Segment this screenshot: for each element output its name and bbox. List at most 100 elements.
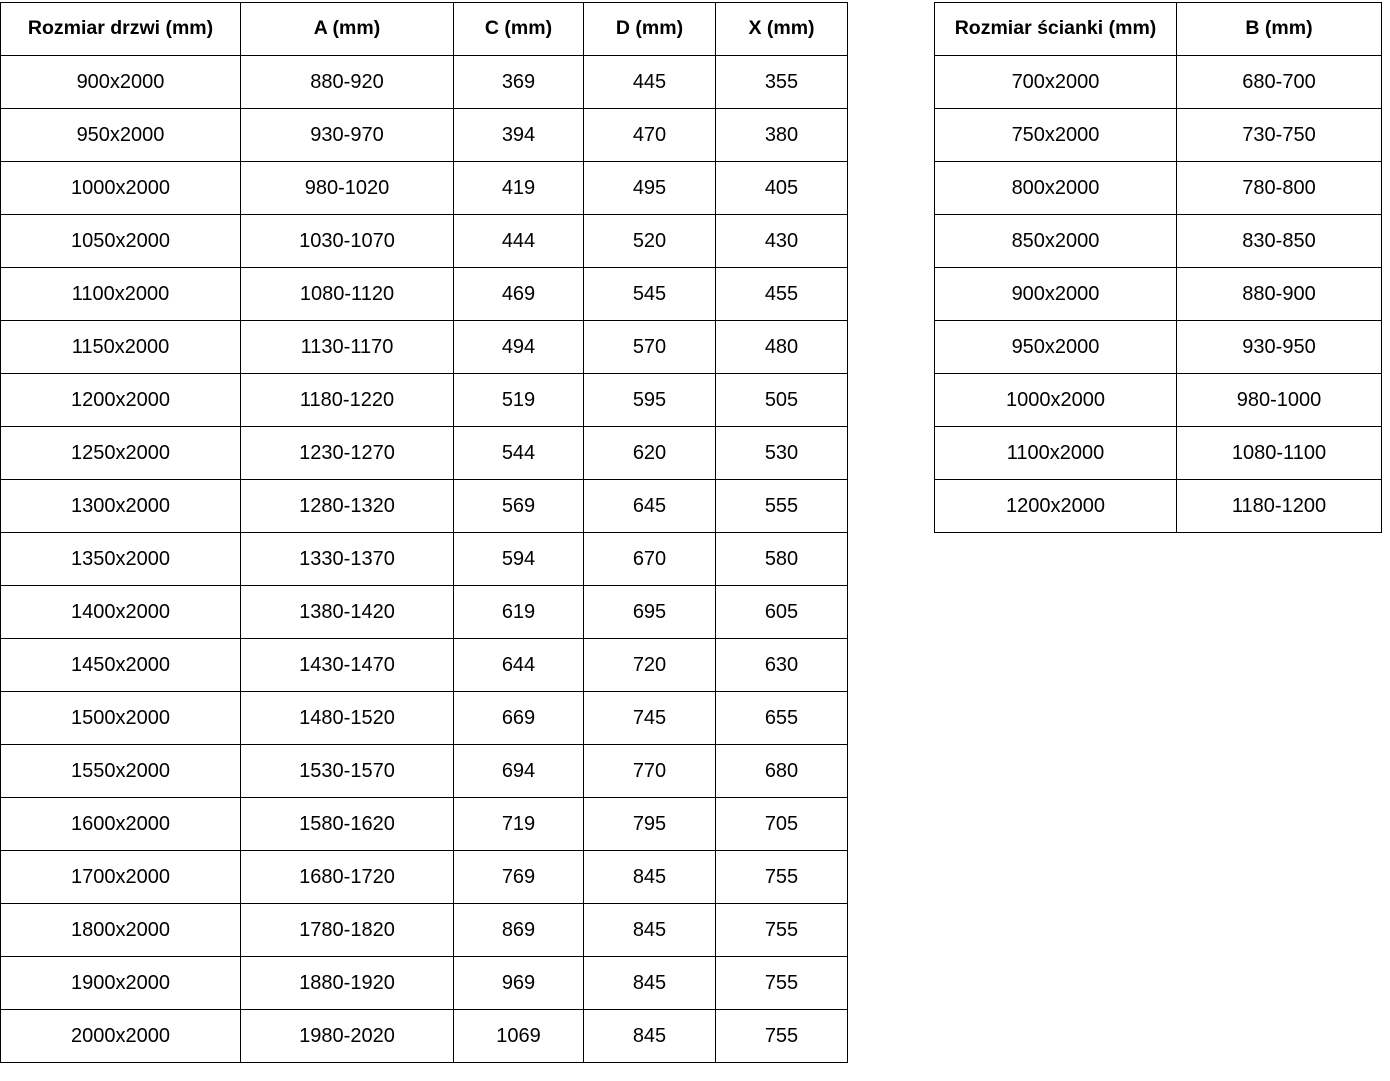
wall-table-body: 700x2000 680-700 750x2000 730-750 800x2000 78…: [934, 55, 1382, 533]
cell-door-size: 1250x2000: [0, 426, 241, 480]
cell-a: 1680-1720: [240, 850, 454, 904]
cell-x: 630: [715, 638, 848, 692]
cell-x: 755: [715, 1009, 848, 1063]
cell-x: 605: [715, 585, 848, 639]
table-row: 850x2000 830-850: [934, 214, 1382, 268]
cell-d: 545: [583, 267, 716, 321]
table-row: 1100x2000 1080-1120 469 545 455: [0, 267, 848, 321]
table-row: 1100x2000 1080-1100: [934, 426, 1382, 480]
cell-c: 719: [453, 797, 584, 851]
cell-a: 1280-1320: [240, 479, 454, 533]
cell-door-size: 1050x2000: [0, 214, 241, 268]
wall-table-header: Rozmiar ścianki (mm) B (mm): [934, 2, 1382, 56]
column-header-b: B (mm): [1176, 2, 1382, 56]
doors-table-header: Rozmiar drzwi (mm) A (mm) C (mm) D (mm) …: [0, 2, 848, 56]
cell-d: 845: [583, 956, 716, 1010]
cell-d: 695: [583, 585, 716, 639]
cell-d: 645: [583, 479, 716, 533]
cell-c: 394: [453, 108, 584, 162]
cell-a: 930-970: [240, 108, 454, 162]
cell-wall-size: 750x2000: [934, 108, 1177, 162]
cell-c: 694: [453, 744, 584, 798]
cell-c: 419: [453, 161, 584, 215]
table-row: 1000x2000 980-1000: [934, 373, 1382, 427]
table-row: 1300x2000 1280-1320 569 645 555: [0, 479, 848, 533]
cell-a: 1330-1370: [240, 532, 454, 586]
cell-x: 755: [715, 850, 848, 904]
cell-d: 770: [583, 744, 716, 798]
table-row: 1050x2000 1030-1070 444 520 430: [0, 214, 848, 268]
cell-door-size: 1500x2000: [0, 691, 241, 745]
cell-a: 1430-1470: [240, 638, 454, 692]
table-header-row: Rozmiar drzwi (mm) A (mm) C (mm) D (mm) …: [0, 2, 848, 56]
cell-wall-size: 1100x2000: [934, 426, 1177, 480]
cell-c: 444: [453, 214, 584, 268]
cell-x: 655: [715, 691, 848, 745]
table-row: 750x2000 730-750: [934, 108, 1382, 162]
cell-d: 745: [583, 691, 716, 745]
cell-c: 469: [453, 267, 584, 321]
cell-a: 1130-1170: [240, 320, 454, 374]
cell-door-size: 1600x2000: [0, 797, 241, 851]
column-header-wall-size: Rozmiar ścianki (mm): [934, 2, 1177, 56]
cell-door-size: 1400x2000: [0, 585, 241, 639]
cell-a: 880-920: [240, 55, 454, 109]
cell-c: 494: [453, 320, 584, 374]
cell-a: 1880-1920: [240, 956, 454, 1010]
cell-c: 644: [453, 638, 584, 692]
cell-x: 430: [715, 214, 848, 268]
cell-x: 530: [715, 426, 848, 480]
cell-wall-size: 900x2000: [934, 267, 1177, 321]
cell-b: 780-800: [1176, 161, 1382, 215]
table-row: 1200x2000 1180-1200: [934, 479, 1382, 533]
cell-door-size: 1800x2000: [0, 903, 241, 957]
cell-door-size: 1900x2000: [0, 956, 241, 1010]
cell-c: 1069: [453, 1009, 584, 1063]
cell-wall-size: 800x2000: [934, 161, 1177, 215]
cell-a: 1230-1270: [240, 426, 454, 480]
cell-door-size: 1700x2000: [0, 850, 241, 904]
cell-a: 1530-1570: [240, 744, 454, 798]
table-row: 1500x2000 1480-1520 669 745 655: [0, 691, 848, 745]
cell-c: 869: [453, 903, 584, 957]
table-row: 1600x2000 1580-1620 719 795 705: [0, 797, 848, 851]
table-row: 1150x2000 1130-1170 494 570 480: [0, 320, 848, 374]
cell-d: 595: [583, 373, 716, 427]
cell-d: 670: [583, 532, 716, 586]
cell-d: 520: [583, 214, 716, 268]
cell-x: 455: [715, 267, 848, 321]
table-row: 800x2000 780-800: [934, 161, 1382, 215]
cell-b: 930-950: [1176, 320, 1382, 374]
cell-b: 680-700: [1176, 55, 1382, 109]
table-row: 900x2000 880-900: [934, 267, 1382, 321]
cell-wall-size: 850x2000: [934, 214, 1177, 268]
cell-d: 620: [583, 426, 716, 480]
table-row: 700x2000 680-700: [934, 55, 1382, 109]
cell-door-size: 1300x2000: [0, 479, 241, 533]
cell-door-size: 1450x2000: [0, 638, 241, 692]
cell-wall-size: 1000x2000: [934, 373, 1177, 427]
table-row: 1400x2000 1380-1420 619 695 605: [0, 585, 848, 639]
table-row: 1250x2000 1230-1270 544 620 530: [0, 426, 848, 480]
column-header-door-size: Rozmiar drzwi (mm): [0, 2, 241, 56]
table-row: 950x2000 930-970 394 470 380: [0, 108, 848, 162]
cell-a: 1480-1520: [240, 691, 454, 745]
cell-d: 845: [583, 1009, 716, 1063]
cell-d: 795: [583, 797, 716, 851]
cell-wall-size: 1200x2000: [934, 479, 1177, 533]
wall-panel-size-dimension-table: Rozmiar ścianki (mm) B (mm) 700x2000 680-…: [934, 2, 1382, 533]
table-header-row: Rozmiar ścianki (mm) B (mm): [934, 2, 1382, 56]
cell-c: 969: [453, 956, 584, 1010]
cell-b: 980-1000: [1176, 373, 1382, 427]
cell-c: 369: [453, 55, 584, 109]
cell-door-size: 1200x2000: [0, 373, 241, 427]
cell-c: 519: [453, 373, 584, 427]
cell-x: 580: [715, 532, 848, 586]
cell-x: 380: [715, 108, 848, 162]
cell-a: 1080-1120: [240, 267, 454, 321]
cell-c: 769: [453, 850, 584, 904]
cell-d: 445: [583, 55, 716, 109]
cell-b: 730-750: [1176, 108, 1382, 162]
cell-c: 619: [453, 585, 584, 639]
